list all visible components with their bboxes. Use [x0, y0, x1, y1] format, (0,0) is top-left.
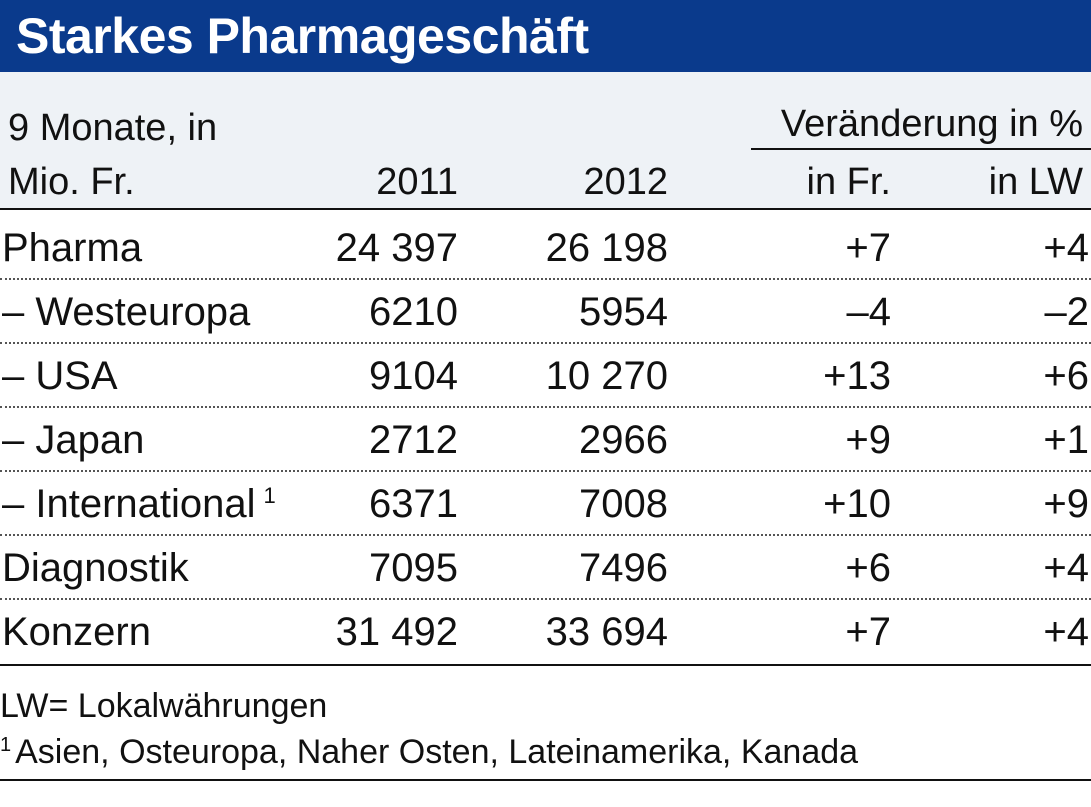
header-unit-line1: 9 Monate, in — [8, 107, 218, 149]
header-rule — [0, 208, 1091, 210]
header-col-2011: 2011 — [376, 161, 458, 203]
row-label: – USA — [2, 354, 118, 398]
table-row: – Japan 2712 2966 +9 +1 — [0, 406, 1091, 472]
table-row: – International 1 6371 7008 +10 +9 — [0, 470, 1091, 536]
table-row: Diagnostik 7095 7496 +6 +4 — [0, 534, 1091, 600]
row-label-text: – USA — [2, 354, 118, 398]
header-col-in-lw: in LW — [988, 161, 1083, 203]
cell-in-fr: +7 — [845, 226, 891, 270]
row-footnote-mark: 1 — [263, 482, 276, 508]
table-row: Konzern 31 492 33 694 +7 +4 — [0, 598, 1091, 662]
row-label-text: – Westeuropa — [2, 290, 251, 334]
cell-in-fr: +7 — [845, 610, 891, 654]
cell-2011: 31 492 — [335, 610, 458, 654]
cell-in-fr: +9 — [845, 418, 891, 462]
row-label-text: Pharma — [2, 226, 143, 270]
cell-2012: 7008 — [579, 482, 668, 526]
row-label: Konzern — [2, 610, 151, 654]
header-unit-line2: Mio. Fr. — [8, 161, 135, 203]
table-bottom-rule — [0, 664, 1091, 666]
cell-2012: 10 270 — [545, 354, 668, 398]
row-label-text: Diagnostik — [2, 546, 189, 590]
cell-2011: 6210 — [369, 290, 458, 334]
table-title: Starkes Pharmageschäft — [16, 8, 589, 64]
bottom-rule — [0, 779, 1091, 781]
row-label: – Japan — [2, 418, 144, 462]
cell-2011: 7095 — [369, 546, 458, 590]
row-label: – Westeuropa — [2, 290, 250, 334]
footnote-mark: 1 — [0, 733, 12, 756]
cell-2011: 24 397 — [335, 226, 458, 270]
header-background — [0, 72, 1091, 208]
row-label-text: – International — [2, 482, 256, 526]
cell-in-lw: +4 — [1043, 546, 1089, 590]
header-col-in-fr: in Fr. — [806, 161, 891, 203]
cell-in-lw: +6 — [1043, 354, 1089, 398]
change-group-underline — [751, 148, 1091, 150]
title-bar: Starkes Pharmageschäft — [0, 0, 1091, 72]
cell-in-lw: –2 — [1044, 290, 1090, 334]
row-label: – International 1 — [2, 482, 276, 526]
cell-in-lw: +1 — [1043, 418, 1089, 462]
cell-2012: 2966 — [579, 418, 668, 462]
cell-2012: 5954 — [579, 290, 668, 334]
cell-in-lw: +4 — [1043, 610, 1089, 654]
cell-2012: 33 694 — [545, 610, 668, 654]
table-row: Pharma 24 397 26 198 +7 +4 — [0, 214, 1091, 280]
table-row: – USA 9104 10 270 +13 +6 — [0, 342, 1091, 408]
cell-2011: 2712 — [369, 418, 458, 462]
cell-2011: 6371 — [369, 482, 458, 526]
cell-in-fr: –4 — [846, 290, 892, 334]
cell-in-fr: +10 — [823, 482, 891, 526]
row-label-text: Konzern — [2, 610, 151, 654]
footnote-1: 1 Asien, Osteuropa, Naher Osten, Lateinam… — [0, 732, 858, 772]
header-change-group: Veränderung in % — [780, 103, 1083, 145]
row-label-text: – Japan — [2, 418, 145, 462]
footnote-text: Asien, Osteuropa, Naher Osten, Lateiname… — [15, 733, 859, 771]
cell-in-fr: +13 — [823, 354, 891, 398]
cell-2011: 9104 — [369, 354, 458, 398]
note-lw: LW= Lokalwährungen — [0, 687, 328, 725]
cell-2012: 7496 — [579, 546, 668, 590]
cell-in-lw: +4 — [1043, 226, 1089, 270]
cell-in-fr: +6 — [845, 546, 891, 590]
table-row: – Westeuropa 6210 5954 –4 –2 — [0, 278, 1091, 344]
header-col-2012: 2012 — [583, 161, 668, 203]
cell-in-lw: +9 — [1043, 482, 1089, 526]
row-label: Diagnostik — [2, 546, 189, 590]
cell-2012: 26 198 — [545, 226, 668, 270]
row-label: Pharma — [2, 226, 142, 270]
